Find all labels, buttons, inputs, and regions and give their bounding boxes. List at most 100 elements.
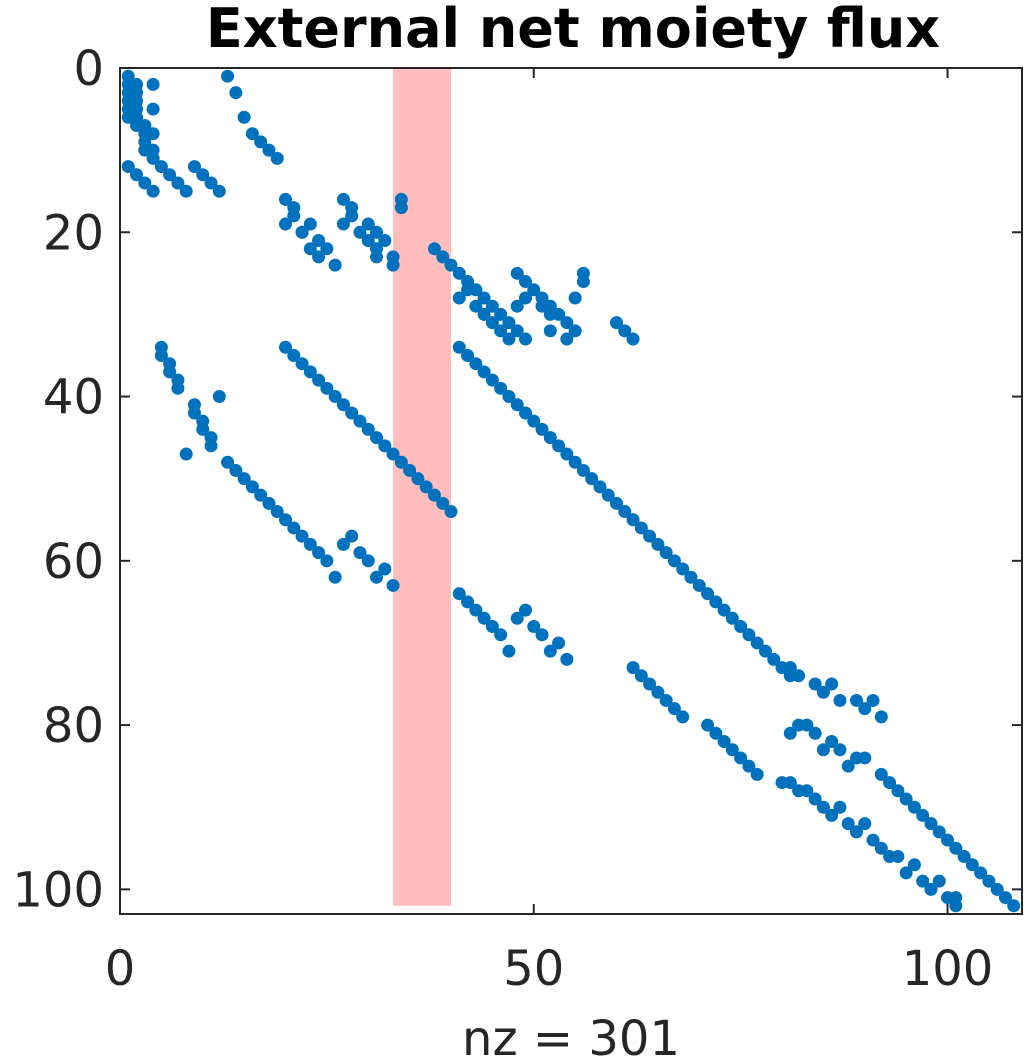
y-tick-label: 40: [43, 370, 104, 426]
data-point: [974, 866, 988, 880]
data-point: [204, 439, 218, 453]
data-point: [808, 677, 822, 691]
data-point: [510, 266, 524, 280]
data-point: [361, 233, 375, 247]
data-point: [394, 455, 408, 469]
data-point: [907, 858, 921, 872]
data-point: [924, 882, 938, 896]
data-point: [146, 127, 160, 141]
data-point: [527, 283, 541, 297]
data-point: [163, 365, 177, 379]
data-point: [825, 735, 839, 749]
x-tick-label: 0: [105, 941, 136, 997]
data-point: [734, 751, 748, 765]
data-point: [518, 291, 532, 305]
data-point: [477, 365, 491, 379]
data-point: [254, 488, 268, 502]
data-point: [485, 620, 499, 634]
data-point: [154, 348, 168, 362]
plot-area: [121, 69, 1021, 913]
data-point: [899, 792, 913, 806]
data-point: [245, 127, 259, 141]
data-point: [469, 299, 483, 313]
data-point: [518, 603, 532, 617]
data-point: [907, 800, 921, 814]
data-point: [485, 299, 499, 313]
data-point: [957, 850, 971, 864]
data-point: [171, 176, 185, 190]
data-point: [361, 554, 375, 568]
data-point: [436, 250, 450, 264]
data-point: [618, 324, 632, 338]
data-point: [295, 225, 309, 239]
data-point: [816, 685, 830, 699]
data-point: [452, 587, 466, 601]
data-point: [336, 537, 350, 551]
data-point: [593, 480, 607, 494]
data-point: [800, 784, 814, 798]
data-point: [370, 225, 384, 239]
data-point: [725, 611, 739, 625]
data-point: [444, 258, 458, 272]
data-point: [552, 636, 566, 650]
data-point: [320, 554, 334, 568]
data-point: [146, 151, 160, 165]
data-point: [287, 521, 301, 535]
data-point: [452, 291, 466, 305]
data-point: [932, 825, 946, 839]
data-point: [535, 422, 549, 436]
data-point: [138, 176, 152, 190]
data-point: [676, 562, 690, 576]
data-point: [370, 570, 384, 584]
data-point: [560, 332, 574, 346]
data-point: [502, 390, 516, 404]
data-point: [229, 463, 243, 477]
data-point: [949, 891, 963, 905]
data-point: [510, 299, 524, 313]
data-point: [833, 800, 847, 814]
data-point: [891, 784, 905, 798]
data-point: [643, 677, 657, 691]
data-point: [361, 217, 375, 231]
data-point: [237, 472, 251, 486]
data-point: [353, 546, 367, 560]
data-point: [527, 414, 541, 428]
data-point: [783, 726, 797, 740]
data-point: [792, 669, 806, 683]
data-point: [543, 307, 557, 321]
data-point: [1007, 899, 1021, 913]
data-point: [734, 620, 748, 634]
data-point: [725, 743, 739, 757]
data-point: [717, 603, 731, 617]
data-point: [154, 160, 168, 174]
data-point: [750, 767, 764, 781]
data-point: [469, 357, 483, 371]
data-point: [543, 644, 557, 658]
data-point: [279, 192, 293, 206]
data-point: [303, 537, 317, 551]
y-tick-label: 0: [73, 41, 104, 97]
data-point: [535, 299, 549, 313]
data-point: [494, 307, 508, 321]
data-point: [270, 505, 284, 519]
data-point: [634, 521, 648, 535]
data-point: [767, 652, 781, 666]
data-point: [701, 718, 715, 732]
data-point: [196, 422, 210, 436]
data-point: [179, 447, 193, 461]
data-point: [163, 168, 177, 182]
data-point: [179, 184, 193, 198]
data-point: [858, 702, 872, 716]
data-point: [312, 373, 326, 387]
y-tick-label: 60: [43, 534, 104, 590]
data-point: [187, 406, 201, 420]
data-point: [146, 184, 160, 198]
data-point: [485, 373, 499, 387]
data-point: [502, 316, 516, 330]
data-point: [303, 365, 317, 379]
data-point: [130, 168, 144, 182]
data-point: [279, 340, 293, 354]
data-point: [353, 414, 367, 428]
data-point: [502, 332, 516, 346]
data-point: [461, 595, 475, 609]
